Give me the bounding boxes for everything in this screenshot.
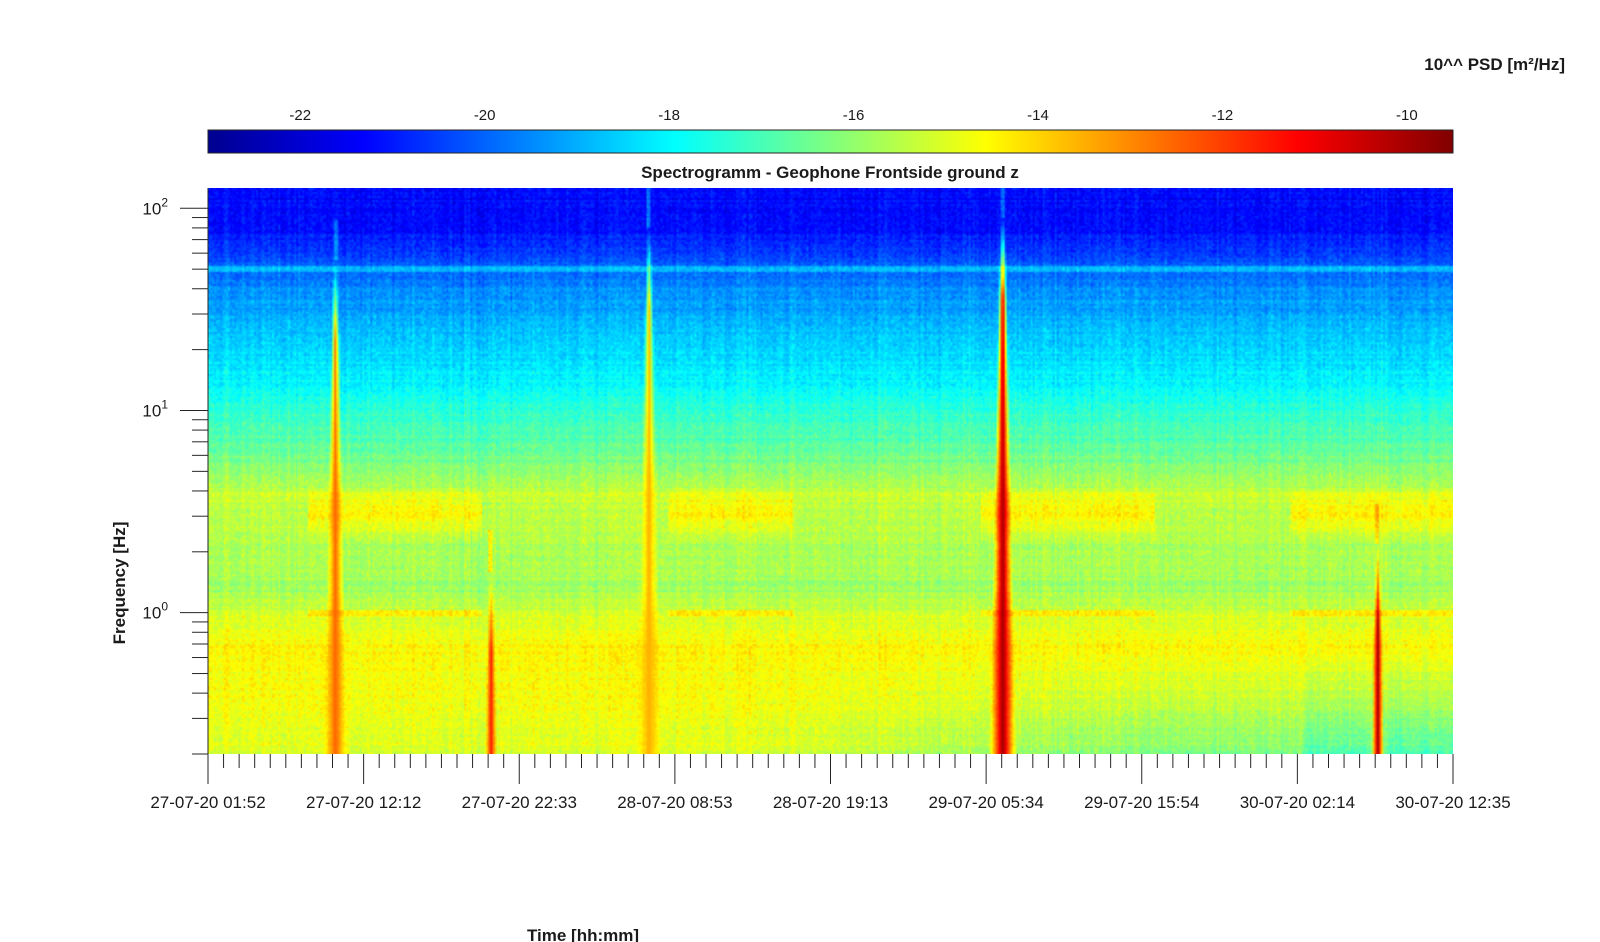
x-tick-label: 28-07-20 08:53 bbox=[617, 793, 732, 812]
x-tick-label: 27-07-20 22:33 bbox=[462, 793, 577, 812]
colorbar-ticks: -22 -20 -18 -16 -14 -12 -10 bbox=[289, 107, 1418, 136]
x-axis: 27-07-20 01:52 27-07-20 12:12 27-07-20 22:… bbox=[150, 754, 1511, 812]
colorbar-tick-label: -16 bbox=[843, 107, 865, 124]
colorbar-tick-label: -22 bbox=[289, 107, 311, 124]
colorbar-tick-label: -20 bbox=[474, 107, 496, 124]
y-tick-label: 101 bbox=[142, 397, 168, 420]
colorbar-title: 10^^ PSD [m²/Hz] bbox=[1424, 55, 1565, 74]
x-tick-label: 29-07-20 15:54 bbox=[1084, 793, 1199, 812]
y-tick-label: 100 bbox=[142, 600, 168, 623]
colorbar-tick-label: -10 bbox=[1396, 107, 1418, 124]
y-axis: 100 101 102 bbox=[142, 188, 209, 755]
colorbar-tick-label: -14 bbox=[1027, 107, 1049, 124]
spectrogram-heatmap bbox=[208, 188, 1453, 754]
y-axis-label: Frequency [Hz] bbox=[110, 522, 129, 645]
x-tick-label: 30-07-20 12:35 bbox=[1395, 793, 1510, 812]
x-tick-label: 27-07-20 12:12 bbox=[306, 793, 421, 812]
colorbar-tick-label: -18 bbox=[658, 107, 680, 124]
x-tick-label: 30-07-20 02:14 bbox=[1240, 793, 1355, 812]
y-tick-label: 102 bbox=[142, 195, 168, 218]
chart-title: Spectrogramm - Geophone Frontside ground… bbox=[641, 163, 1019, 182]
colorbar bbox=[207, 129, 1454, 154]
colorbar-tick-label: -12 bbox=[1212, 107, 1234, 124]
x-axis-label: Time [hh:mm] bbox=[527, 926, 639, 942]
x-tick-label: 27-07-20 01:52 bbox=[150, 793, 265, 812]
x-tick-label: 29-07-20 05:34 bbox=[928, 793, 1043, 812]
x-tick-label: 28-07-20 19:13 bbox=[773, 793, 888, 812]
